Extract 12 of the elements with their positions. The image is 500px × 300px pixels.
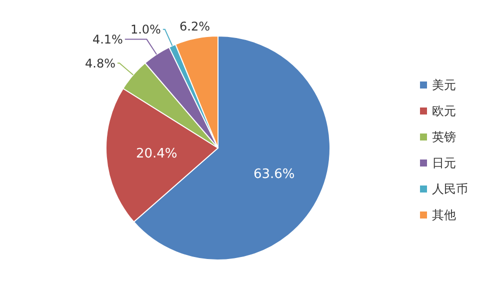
legend-label: 其他	[432, 208, 456, 222]
legend-label: 美元	[432, 78, 456, 92]
data-label: 6.2%	[180, 20, 210, 34]
data-label: 63.6%	[253, 166, 295, 182]
legend-label: 欧元	[432, 104, 456, 118]
data-label: 4.1%	[92, 32, 123, 47]
legend-label: 日元	[432, 156, 456, 170]
data-label: 4.8%	[84, 56, 116, 70]
data-label: 1.0%	[130, 22, 161, 37]
legend-label: 英镑	[432, 130, 456, 144]
data-label: 20.4%	[136, 146, 178, 162]
legend-label: 人民币	[432, 182, 468, 196]
